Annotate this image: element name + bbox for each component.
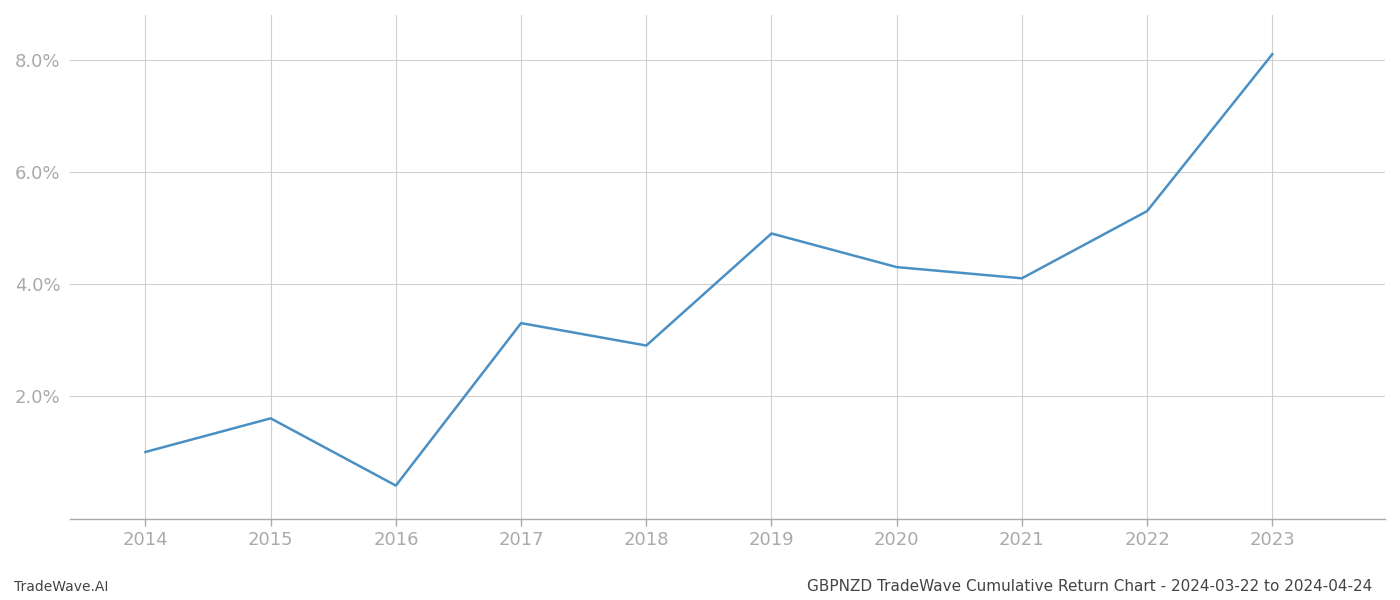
Text: GBPNZD TradeWave Cumulative Return Chart - 2024-03-22 to 2024-04-24: GBPNZD TradeWave Cumulative Return Chart… — [806, 579, 1372, 594]
Text: TradeWave.AI: TradeWave.AI — [14, 580, 108, 594]
